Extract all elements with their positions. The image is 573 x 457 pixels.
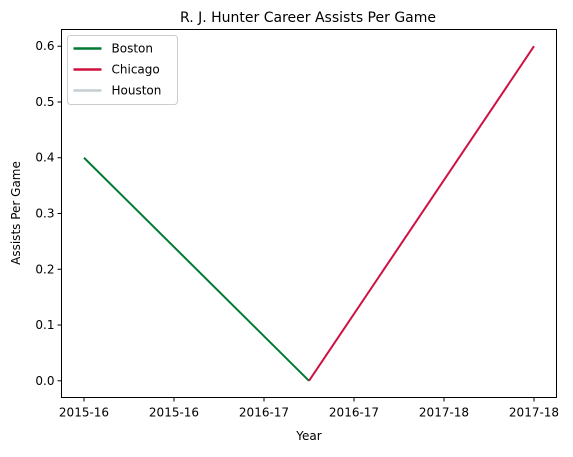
x-tick-label: 2015-16 (149, 406, 199, 420)
plot-area (83, 45, 535, 382)
y-tick-label: 0.5 (35, 95, 54, 109)
y-tick-label: 0.2 (35, 262, 54, 276)
x-tick-label: 2017-18 (509, 406, 559, 420)
legend-label-chicago: Chicago (112, 63, 160, 77)
y-tick-label: 0.1 (35, 318, 54, 332)
x-tick-label: 2015-16 (59, 406, 109, 420)
x-tick-label: 2017-18 (419, 406, 469, 420)
x-axis-label: Year (295, 429, 321, 443)
series-line-chicago (308, 45, 535, 382)
y-axis-label: Assists Per Game (9, 161, 23, 265)
legend-box (67, 35, 178, 105)
x-tick-label: 2016-17 (329, 406, 379, 420)
y-tick-label: 0.3 (35, 207, 54, 221)
x-tick-label: 2016-17 (239, 406, 289, 420)
y-tick-label: 0.6 (35, 39, 54, 53)
chart-title: R. J. Hunter Career Assists Per Game (180, 10, 436, 26)
y-tick-label: 0.0 (35, 374, 54, 388)
legend-label-houston: Houston (112, 84, 162, 98)
axis-ticks: 2015-16 2015-16 2016-17 2016-17 2017-18 2017-… (35, 39, 559, 419)
y-tick-label: 0.4 (35, 151, 54, 165)
legend-label-boston: Boston (112, 42, 153, 56)
axes-frame (61, 29, 557, 398)
legend: Boston Chicago Houston (67, 35, 178, 105)
series-line-boston (83, 157, 310, 382)
